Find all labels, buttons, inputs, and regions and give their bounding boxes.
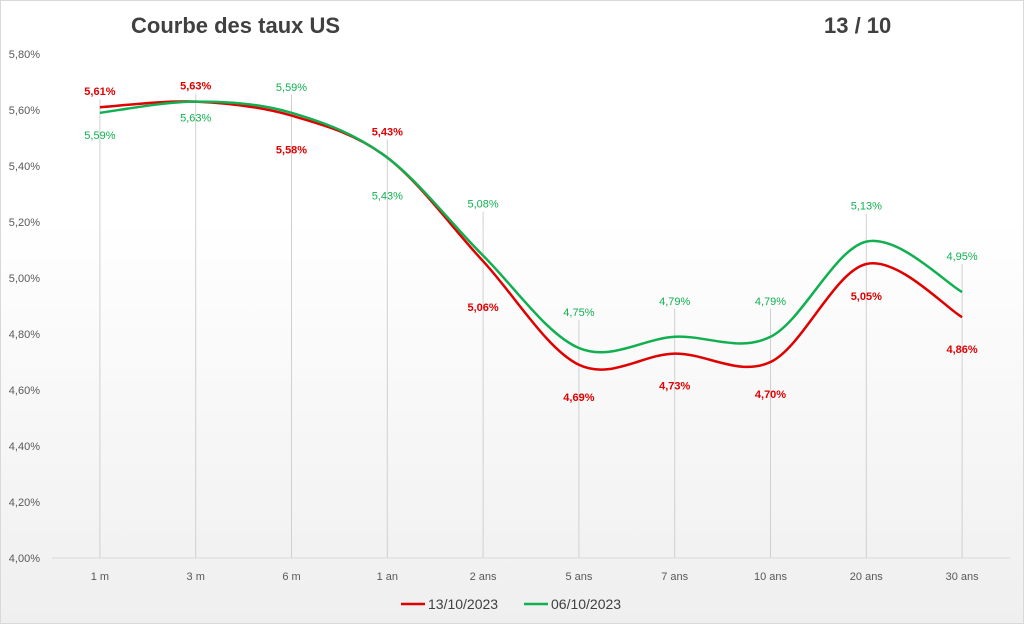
y-tick-label: 4,40%: [9, 441, 40, 453]
legend-label: 06/10/2023: [551, 596, 621, 612]
chart-date-label: 13 / 10: [824, 13, 891, 38]
data-label: 5,59%: [84, 130, 115, 142]
data-label: 5,59%: [276, 82, 307, 94]
x-tick-label: 3 m: [187, 571, 205, 583]
y-tick-label: 5,00%: [9, 273, 40, 285]
y-tick-label: 4,20%: [9, 497, 40, 509]
data-label: 5,58%: [276, 145, 307, 157]
data-label: 5,43%: [372, 127, 403, 139]
x-tick-label: 30 ans: [946, 571, 980, 583]
x-tick-label: 6 m: [282, 571, 300, 583]
data-label: 5,06%: [467, 302, 498, 314]
chart-title: Courbe des taux US: [131, 13, 340, 38]
y-tick-label: 4,00%: [9, 553, 40, 565]
series-line-06-10-2023: [99, 100, 963, 354]
x-tick-label: 10 ans: [754, 571, 788, 583]
data-label: 4,79%: [659, 296, 690, 308]
y-tick-label: 5,20%: [9, 217, 40, 229]
data-label: 5,05%: [851, 291, 882, 303]
data-label: 4,69%: [563, 392, 594, 404]
y-tick-label: 5,40%: [9, 161, 40, 173]
x-tick-label: 20 ans: [850, 571, 884, 583]
series-line-13-10-2023: [99, 100, 963, 371]
data-label: 5,13%: [851, 201, 882, 213]
x-tick-label: 7 ans: [661, 571, 688, 583]
y-tick-label: 5,80%: [9, 49, 40, 61]
data-label: 4,73%: [659, 381, 690, 393]
data-label: 5,61%: [84, 86, 115, 98]
data-label: 4,75%: [563, 307, 594, 319]
y-tick-label: 4,80%: [9, 329, 40, 341]
x-tick-label: 1 m: [91, 571, 109, 583]
data-label: 4,86%: [946, 344, 977, 356]
x-tick-label: 1 an: [377, 571, 398, 583]
x-tick-label: 5 ans: [565, 571, 592, 583]
y-tick-label: 5,60%: [9, 105, 40, 117]
data-label: 4,79%: [755, 296, 786, 308]
data-label: 4,70%: [755, 389, 786, 401]
data-label: 4,95%: [946, 251, 977, 263]
y-tick-label: 4,60%: [9, 385, 40, 397]
legend-label: 13/10/2023: [428, 596, 498, 612]
data-label: 5,43%: [372, 191, 403, 203]
data-label: 5,08%: [467, 199, 498, 211]
data-label: 5,63%: [180, 81, 211, 93]
data-label: 5,63%: [180, 113, 211, 125]
x-tick-label: 2 ans: [470, 571, 497, 583]
